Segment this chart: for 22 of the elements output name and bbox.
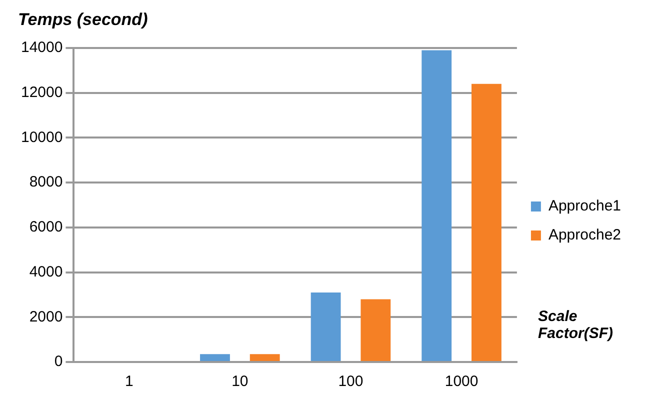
bar: [200, 354, 230, 361]
y-tick-label: 10000: [20, 128, 63, 146]
x-tick-label: 1: [124, 373, 134, 390]
legend-label: Approche2: [548, 226, 622, 244]
x-axis-title: Scale Factor(SF): [538, 308, 614, 342]
y-tick-label: 6000: [29, 218, 63, 236]
bar: [360, 299, 391, 361]
x-tick-label: 100: [338, 373, 364, 390]
bar: [310, 292, 341, 361]
bar: [422, 50, 452, 361]
y-tick-label: 12000: [20, 84, 63, 101]
y-tick-label: 8000: [29, 174, 63, 191]
bar: [472, 84, 502, 361]
y-axis-title: Temps (second): [18, 10, 148, 30]
y-tick-label: 4000: [29, 263, 63, 280]
y-tick-label: 0: [54, 353, 63, 370]
x-tick-label: 1000: [444, 373, 478, 390]
y-tick-label: 2000: [29, 308, 63, 326]
y-tick-label: 14000: [20, 39, 63, 56]
bar: [250, 354, 280, 361]
x-tick-label: 10: [232, 373, 248, 390]
legend-label: Approche1: [548, 198, 622, 215]
